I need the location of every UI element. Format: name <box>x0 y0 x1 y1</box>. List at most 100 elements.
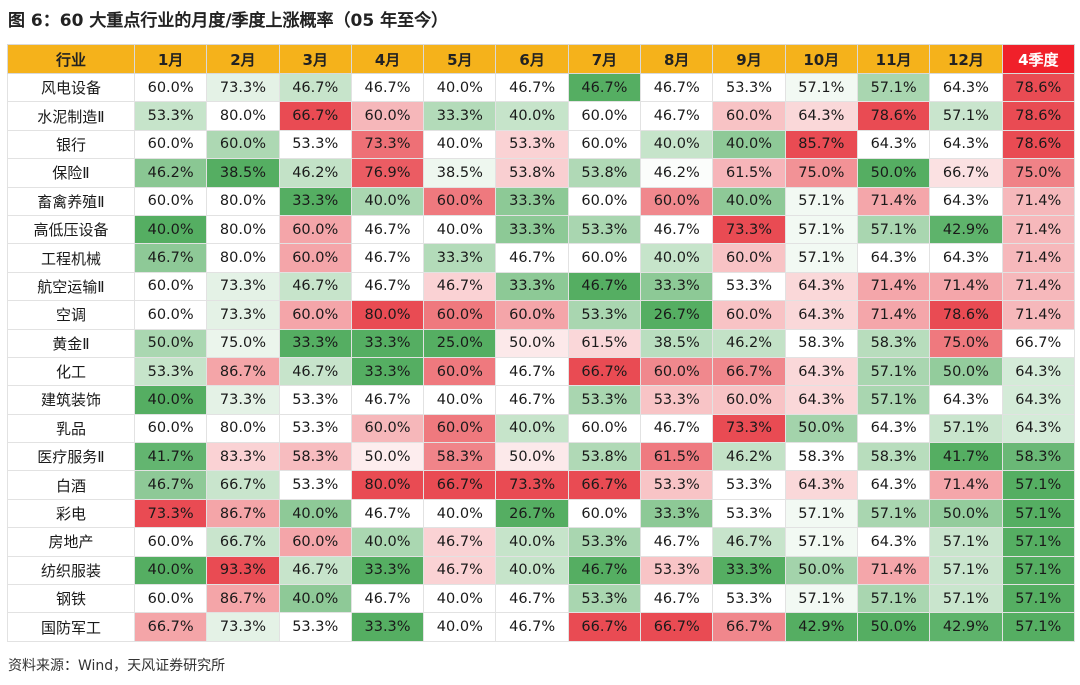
probability-cell: 33.3% <box>640 498 714 529</box>
probability-cell: 50.0% <box>929 498 1003 529</box>
probability-cell: 78.6% <box>1001 72 1076 103</box>
probability-cell: 60.0% <box>133 584 208 614</box>
industry-label: 建筑装饰 <box>7 385 135 415</box>
probability-cell: 46.7% <box>350 385 425 415</box>
probability-cell: 60.0% <box>640 356 714 387</box>
probability-cell: 40.0% <box>278 584 352 614</box>
probability-cell: 85.7% <box>784 129 858 160</box>
probability-cell: 46.7% <box>278 271 352 302</box>
probability-cell: 57.1% <box>1001 527 1076 557</box>
probability-cell: 58.3% <box>856 442 931 472</box>
probability-cell: 46.7% <box>495 584 569 614</box>
probability-cell: 46.7% <box>350 72 425 103</box>
probability-cell: 46.2% <box>278 158 352 188</box>
probability-cell: 40.0% <box>640 129 714 160</box>
industry-label: 银行 <box>7 129 135 160</box>
probability-cell: 66.7% <box>278 101 352 131</box>
probability-cell: 57.1% <box>856 584 931 614</box>
column-header: 1月 <box>133 44 208 74</box>
probability-cell: 66.7% <box>640 612 714 642</box>
probability-cell: 57.1% <box>929 413 1003 444</box>
probability-cell: 46.2% <box>133 158 208 188</box>
probability-cell: 40.0% <box>423 584 497 614</box>
probability-cell: 73.3% <box>350 129 425 160</box>
probability-cell: 93.3% <box>206 555 280 586</box>
probability-cell: 53.3% <box>278 413 352 444</box>
probability-cell: 53.3% <box>712 498 786 529</box>
probability-cell: 60.0% <box>567 129 642 160</box>
probability-cell: 40.0% <box>423 612 497 642</box>
probability-cell: 71.4% <box>929 271 1003 302</box>
probability-cell: 42.9% <box>929 214 1003 245</box>
probability-cell: 50.0% <box>133 328 208 358</box>
probability-cell: 46.2% <box>712 442 786 472</box>
probability-cell: 76.9% <box>350 158 425 188</box>
probability-cell: 53.3% <box>567 214 642 245</box>
probability-cell: 46.7% <box>640 214 714 245</box>
table-row: 航空运输Ⅱ 60.0% 73.3% 46.7% 46.7% 46.7% 33.3% 46.7%… <box>7 271 1076 302</box>
table-row: 保险Ⅱ 46.2% 38.5% 46.2% 76.9% 38.5% 53.8% 53.8% 46… <box>7 158 1076 188</box>
column-header: 4季度 <box>1001 44 1076 74</box>
probability-cell: 78.6% <box>1001 129 1076 160</box>
probability-cell: 60.0% <box>567 498 642 529</box>
probability-cell: 50.0% <box>495 328 569 358</box>
probability-cell: 64.3% <box>1001 413 1076 444</box>
probability-cell: 60.0% <box>278 214 352 245</box>
probability-cell: 53.3% <box>278 612 352 642</box>
probability-cell: 57.1% <box>784 527 858 557</box>
table-row: 房地产 60.0% 66.7% 60.0% 40.0% 46.7% 40.0% 53.3% 46… <box>7 527 1076 557</box>
probability-cell: 53.8% <box>495 158 569 188</box>
probability-cell: 46.7% <box>567 72 642 103</box>
probability-cell: 46.7% <box>133 470 208 500</box>
probability-cell: 53.3% <box>278 385 352 415</box>
probability-cell: 60.0% <box>350 101 425 131</box>
probability-cell: 53.3% <box>495 129 569 160</box>
probability-cell: 78.6% <box>1001 101 1076 131</box>
industry-label: 化工 <box>7 356 135 387</box>
probability-cell: 71.4% <box>856 300 931 330</box>
probability-cell: 58.3% <box>856 328 931 358</box>
probability-cell: 75.0% <box>1001 158 1076 188</box>
probability-cell: 73.3% <box>206 300 280 330</box>
column-header: 3月 <box>278 44 352 74</box>
probability-cell: 58.3% <box>423 442 497 472</box>
probability-cell: 64.3% <box>929 186 1003 216</box>
probability-cell: 78.6% <box>929 300 1003 330</box>
probability-cell: 41.7% <box>929 442 1003 472</box>
table-row: 高低压设备 40.0% 80.0% 60.0% 46.7% 40.0% 33.3% 53.3%… <box>7 214 1076 245</box>
probability-cell: 60.0% <box>640 186 714 216</box>
probability-cell: 66.7% <box>567 470 642 500</box>
probability-cell: 60.0% <box>712 385 786 415</box>
probability-cell: 53.3% <box>567 385 642 415</box>
probability-cell: 33.3% <box>350 356 425 387</box>
table-row: 银行 60.0% 60.0% 53.3% 73.3% 40.0% 53.3% 60.0% 40.… <box>7 129 1076 160</box>
probability-cell: 80.0% <box>206 186 280 216</box>
probability-cell: 26.7% <box>495 498 569 529</box>
probability-cell: 53.3% <box>640 555 714 586</box>
probability-cell: 60.0% <box>423 356 497 387</box>
column-header: 11月 <box>856 44 931 74</box>
probability-cell: 86.7% <box>206 584 280 614</box>
probability-cell: 64.3% <box>929 72 1003 103</box>
table-row: 乳品 60.0% 80.0% 53.3% 60.0% 60.0% 40.0% 60.0% 46.… <box>7 413 1076 444</box>
probability-cell: 40.0% <box>495 101 569 131</box>
probability-cell: 53.8% <box>567 158 642 188</box>
table-row: 工程机械 46.7% 80.0% 60.0% 46.7% 33.3% 46.7% 60.0% 4… <box>7 243 1076 273</box>
probability-cell: 33.3% <box>495 271 569 302</box>
probability-cell: 53.3% <box>712 470 786 500</box>
probability-cell: 80.0% <box>206 101 280 131</box>
probability-cell: 53.3% <box>712 271 786 302</box>
column-header: 7月 <box>567 44 642 74</box>
probability-cell: 64.3% <box>929 385 1003 415</box>
probability-cell: 57.1% <box>784 243 858 273</box>
column-header: 6月 <box>495 44 569 74</box>
probability-cell: 46.2% <box>712 328 786 358</box>
probability-cell: 60.0% <box>567 186 642 216</box>
probability-cell: 60.0% <box>133 129 208 160</box>
industry-label: 房地产 <box>7 527 135 557</box>
probability-cell: 60.0% <box>278 243 352 273</box>
table-header-row: 行业 1月 2月 3月 4月 5月 6月 7月 8月 9月 10月 11月 12月 4季度 <box>7 44 1076 74</box>
probability-cell: 71.4% <box>856 186 931 216</box>
probability-cell: 46.7% <box>640 101 714 131</box>
probability-cell: 66.7% <box>423 470 497 500</box>
